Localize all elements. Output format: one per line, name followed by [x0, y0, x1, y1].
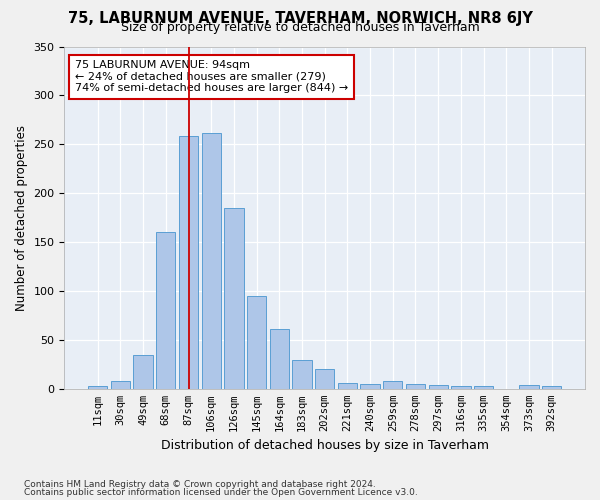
- Bar: [224, 208, 244, 389]
- Bar: [542, 386, 562, 389]
- Bar: [474, 386, 493, 389]
- Bar: [451, 386, 470, 389]
- Bar: [406, 384, 425, 389]
- Bar: [247, 296, 266, 389]
- Bar: [202, 132, 221, 389]
- Bar: [88, 386, 107, 389]
- Bar: [156, 232, 175, 389]
- Bar: [428, 385, 448, 389]
- Y-axis label: Number of detached properties: Number of detached properties: [15, 124, 28, 310]
- Bar: [383, 381, 403, 389]
- Bar: [111, 381, 130, 389]
- X-axis label: Distribution of detached houses by size in Taverham: Distribution of detached houses by size …: [161, 440, 489, 452]
- Bar: [361, 384, 380, 389]
- Text: 75 LABURNUM AVENUE: 94sqm
← 24% of detached houses are smaller (279)
74% of semi: 75 LABURNUM AVENUE: 94sqm ← 24% of detac…: [75, 60, 348, 94]
- Text: Contains public sector information licensed under the Open Government Licence v3: Contains public sector information licen…: [24, 488, 418, 497]
- Text: 75, LABURNUM AVENUE, TAVERHAM, NORWICH, NR8 6JY: 75, LABURNUM AVENUE, TAVERHAM, NORWICH, …: [68, 11, 532, 26]
- Bar: [179, 136, 198, 389]
- Text: Contains HM Land Registry data © Crown copyright and database right 2024.: Contains HM Land Registry data © Crown c…: [24, 480, 376, 489]
- Bar: [338, 383, 357, 389]
- Bar: [315, 369, 334, 389]
- Bar: [133, 354, 153, 389]
- Bar: [292, 360, 311, 389]
- Bar: [520, 385, 539, 389]
- Text: Size of property relative to detached houses in Taverham: Size of property relative to detached ho…: [121, 22, 479, 35]
- Bar: [269, 329, 289, 389]
